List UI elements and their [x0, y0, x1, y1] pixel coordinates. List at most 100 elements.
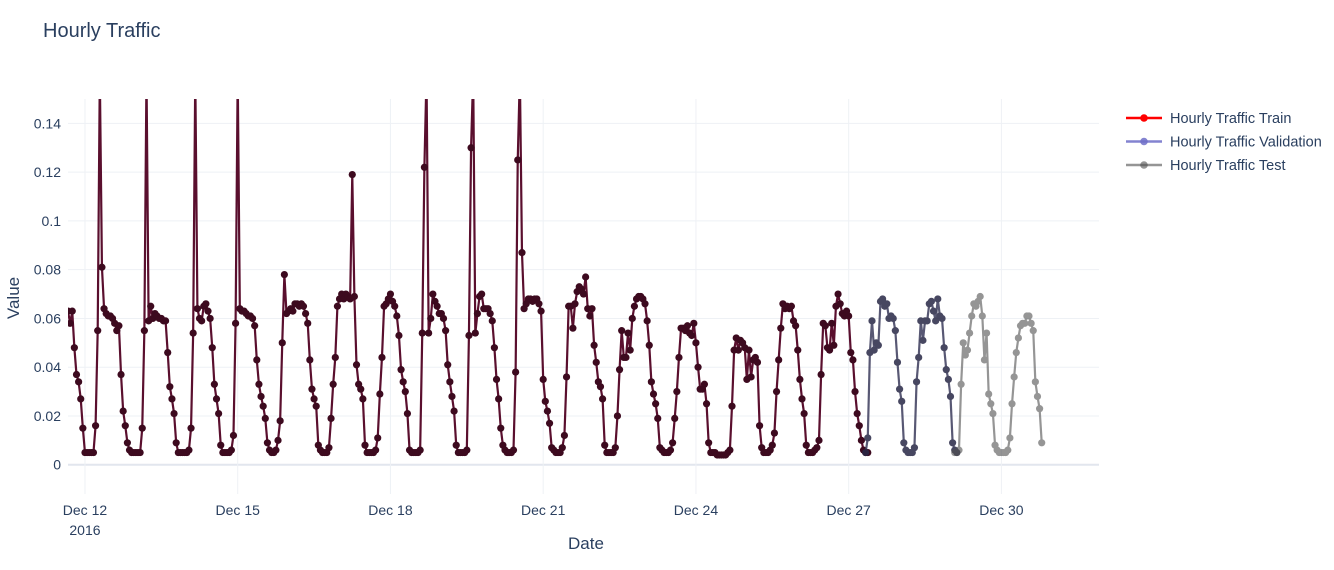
y-axis-title: Value	[4, 277, 23, 319]
data-point	[255, 380, 263, 388]
data-point	[919, 336, 927, 344]
data-point	[471, 329, 479, 337]
data-point	[1031, 378, 1039, 386]
data-point	[1006, 434, 1014, 442]
data-point	[403, 409, 412, 418]
data-point	[734, 346, 742, 354]
data-point	[497, 424, 505, 432]
data-point	[123, 439, 131, 447]
data-point	[562, 373, 571, 381]
data-point	[164, 348, 172, 357]
data-point	[350, 292, 358, 301]
data-point	[895, 385, 904, 393]
data-point	[446, 378, 454, 386]
y-tick-label: 0.02	[34, 408, 61, 424]
data-point	[1027, 319, 1035, 327]
data-point	[690, 319, 698, 327]
data-point	[675, 353, 683, 362]
data-point	[893, 358, 902, 366]
data-point	[560, 431, 569, 440]
y-tick-label: 0.08	[34, 262, 61, 278]
data-point	[212, 395, 221, 403]
legend-item[interactable]: Hourly Traffic Validation	[1126, 135, 1322, 151]
data-point	[121, 422, 129, 430]
data-point	[378, 353, 386, 362]
x-tick-label: Dec 27	[826, 502, 871, 518]
legend-item[interactable]: Hourly Traffic Test	[1126, 158, 1286, 174]
data-point	[649, 390, 658, 398]
data-point	[429, 290, 437, 298]
data-point	[72, 370, 81, 379]
data-point	[1004, 446, 1012, 454]
data-point	[601, 441, 609, 449]
data-point	[944, 375, 952, 383]
data-point	[206, 314, 214, 323]
legend-marker-swatch	[1140, 161, 1148, 169]
data-point	[836, 300, 844, 308]
data-point	[372, 446, 380, 454]
x-tick-label: Dec 15	[216, 502, 261, 518]
data-point	[598, 395, 607, 403]
data-point	[985, 390, 993, 398]
data-point	[1014, 334, 1022, 342]
data-point	[470, 71, 477, 78]
series-line	[864, 297, 958, 454]
data-point	[1008, 400, 1016, 408]
data-point	[929, 307, 938, 315]
data-point	[940, 344, 948, 352]
data-point	[172, 439, 180, 447]
data-point	[541, 397, 549, 405]
data-point	[883, 300, 891, 308]
data-point	[910, 444, 919, 452]
data-point	[965, 329, 974, 337]
data-point	[278, 339, 286, 347]
data-point	[792, 322, 800, 330]
data-point	[652, 400, 660, 408]
data-point	[938, 314, 946, 323]
data-point	[450, 407, 458, 415]
data-point	[586, 312, 594, 320]
data-point	[444, 361, 452, 369]
x-tick-label: Dec 12	[63, 502, 108, 518]
data-point	[486, 309, 494, 318]
data-point	[274, 436, 282, 444]
data-point	[79, 424, 87, 432]
legend-marker-swatch	[1140, 137, 1148, 146]
data-point	[787, 302, 796, 310]
data-point	[187, 424, 195, 432]
legend-item[interactable]: Hourly Traffic Train	[1126, 111, 1291, 127]
data-point	[514, 156, 522, 164]
data-point	[140, 327, 148, 335]
data-point	[768, 441, 776, 449]
data-point	[395, 331, 403, 340]
x-tick-label: Dec 24	[674, 502, 719, 518]
y-tick-label: 0.04	[34, 359, 61, 375]
data-point	[982, 329, 991, 337]
data-point	[934, 295, 942, 303]
data-point	[813, 444, 821, 452]
data-point	[161, 317, 170, 325]
data-point	[825, 346, 834, 354]
y-tick-label: 0.1	[42, 213, 62, 229]
data-point	[325, 444, 333, 452]
data-point	[272, 446, 280, 454]
data-point	[478, 290, 486, 298]
data-point	[849, 356, 857, 364]
chart-title: Hourly Traffic	[43, 20, 160, 42]
data-point	[234, 71, 241, 78]
data-point	[463, 446, 471, 454]
data-point	[202, 300, 210, 308]
legend[interactable]: Hourly Traffic Train Hourly Traffic Valid…	[1126, 111, 1322, 174]
data-point	[753, 358, 762, 366]
data-point	[516, 71, 523, 78]
data-point	[582, 273, 590, 281]
data-point	[817, 370, 825, 379]
data-point	[217, 441, 225, 449]
data-point	[420, 163, 428, 171]
data-point	[596, 383, 605, 391]
data-point	[834, 290, 842, 298]
x-axis-ticks: Dec 12 2016 Dec 15 Dec 18 Dec 21 Dec 24 Dec 27…	[63, 502, 1024, 538]
data-point	[210, 380, 218, 388]
data-point	[932, 317, 940, 325]
data-point	[794, 346, 802, 354]
